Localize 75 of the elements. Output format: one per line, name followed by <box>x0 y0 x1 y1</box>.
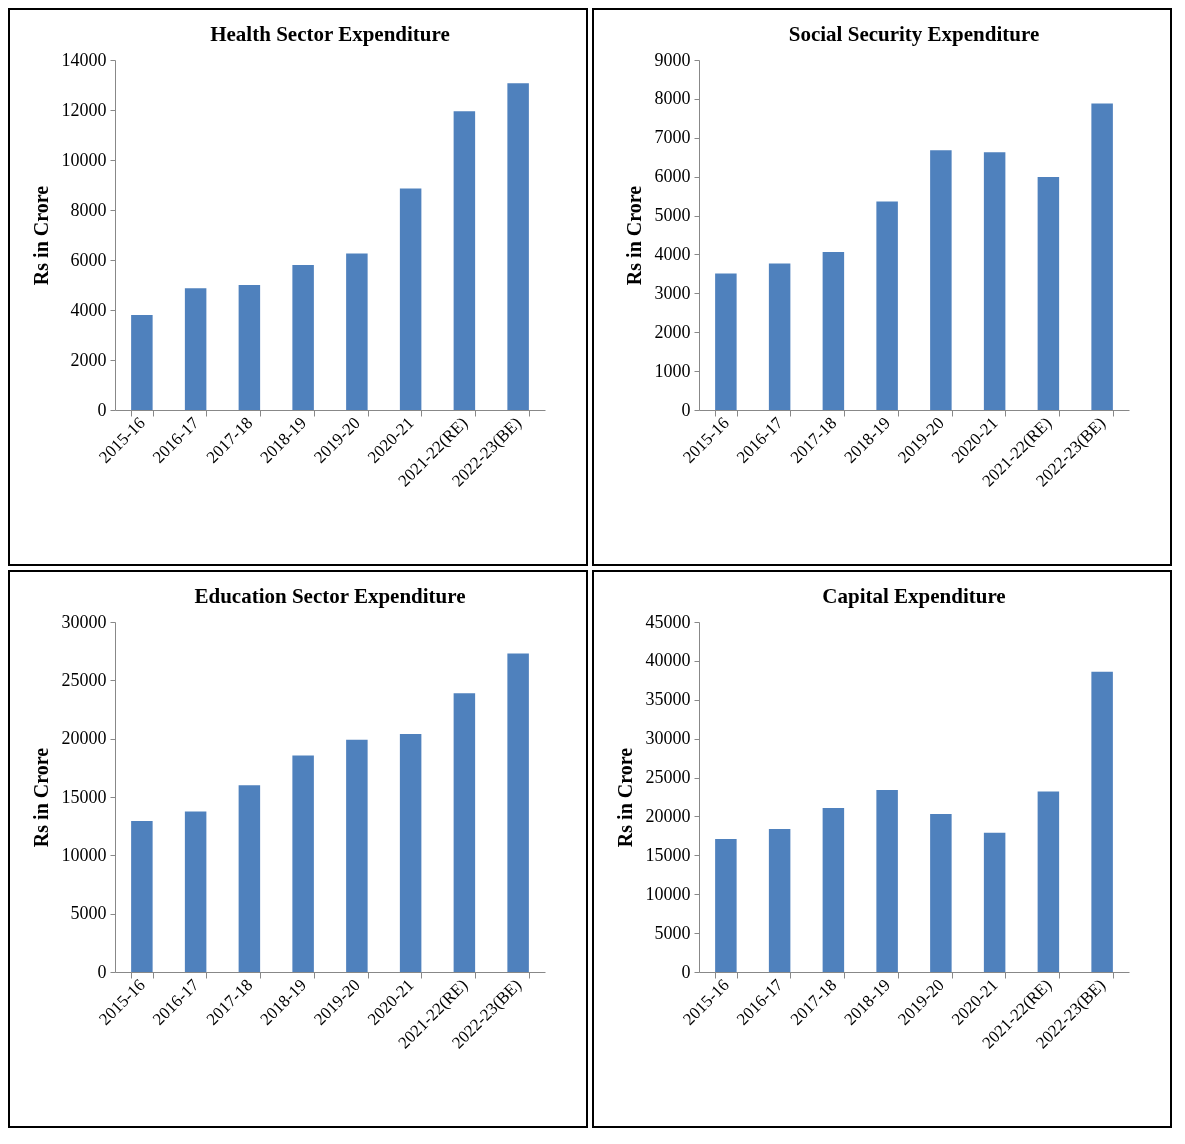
y-tick-label: 40000 <box>645 650 691 671</box>
chart-title: Capital Expenditure <box>822 584 1006 608</box>
y-tick-label: 30000 <box>645 728 691 749</box>
y-tick-label: 0 <box>681 961 691 982</box>
bar <box>822 252 845 410</box>
bar <box>238 785 261 972</box>
y-tick-label: 6000 <box>654 166 691 187</box>
bar <box>876 201 898 410</box>
y-tick-label: 8000 <box>70 199 107 220</box>
bar <box>346 739 368 972</box>
bar <box>507 83 529 410</box>
y-tick-label: 10000 <box>61 844 107 865</box>
y-tick-label: 10000 <box>61 149 107 170</box>
y-axis-title: Rs in Crore <box>29 747 52 848</box>
bar <box>983 832 1006 972</box>
bar <box>292 755 314 972</box>
y-tick-label: 9000 <box>654 49 691 70</box>
y-tick-label: 1000 <box>654 360 691 381</box>
bar <box>768 828 791 972</box>
y-tick-label: 14000 <box>61 49 107 70</box>
y-tick-label: 25000 <box>61 669 107 690</box>
y-tick-label: 25000 <box>645 767 691 788</box>
y-tick-label: 15000 <box>645 844 691 865</box>
bar <box>768 263 791 410</box>
bar <box>715 839 737 972</box>
bar <box>930 814 952 972</box>
bar <box>399 188 422 410</box>
y-tick-label: 7000 <box>654 127 691 148</box>
y-axis-title: Rs in Crore <box>613 747 636 848</box>
bar <box>184 811 207 972</box>
y-tick-label: 6000 <box>70 249 107 270</box>
y-tick-label: 0 <box>97 961 107 982</box>
y-tick-label: 20000 <box>645 805 691 826</box>
y-tick-label: 5000 <box>654 205 691 226</box>
y-tick-label: 4000 <box>654 243 691 264</box>
y-tick-label: 10000 <box>645 883 691 904</box>
y-tick-label: 15000 <box>61 786 107 807</box>
bar <box>507 653 529 972</box>
y-tick-label: 5000 <box>70 903 107 924</box>
bar <box>453 111 476 410</box>
y-tick-label: 12000 <box>61 99 107 120</box>
bar <box>1037 791 1060 972</box>
bar <box>715 273 737 410</box>
y-tick-label: 0 <box>97 399 107 420</box>
bar <box>876 790 898 972</box>
y-axis-title: Rs in Crore <box>622 185 645 286</box>
y-tick-label: 5000 <box>654 922 691 943</box>
bar <box>1037 177 1060 410</box>
bar <box>1091 103 1113 410</box>
y-tick-label: 2000 <box>654 321 691 342</box>
chart-title: Health Sector Expenditure <box>210 22 450 46</box>
y-tick-label: 35000 <box>645 689 691 710</box>
bar <box>822 807 845 972</box>
chart-title: Education Sector Expenditure <box>194 584 466 608</box>
chart-title: Social Security Expenditure <box>788 22 1040 46</box>
bar <box>983 152 1006 410</box>
y-tick-label: 3000 <box>654 282 691 303</box>
bar <box>184 288 207 410</box>
bar <box>453 693 476 972</box>
bar <box>1091 671 1113 972</box>
y-tick-label: 45000 <box>645 611 691 632</box>
y-tick-label: 30000 <box>61 611 107 632</box>
bar <box>346 253 368 410</box>
y-tick-label: 0 <box>681 399 691 420</box>
y-axis-title: Rs in Crore <box>29 185 52 286</box>
bar <box>238 285 261 410</box>
y-tick-label: 8000 <box>654 88 691 109</box>
y-tick-label: 2000 <box>70 349 107 370</box>
bar <box>131 820 153 972</box>
y-tick-label: 20000 <box>61 728 107 749</box>
bar <box>292 265 314 410</box>
bar <box>131 315 153 410</box>
bar <box>930 150 952 410</box>
y-tick-label: 4000 <box>70 299 107 320</box>
bar <box>399 734 422 972</box>
